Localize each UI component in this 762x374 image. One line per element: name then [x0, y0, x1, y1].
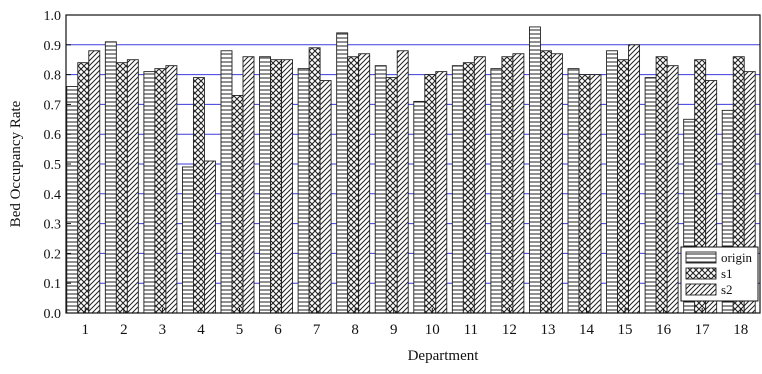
- x-tick-label: 12: [502, 322, 517, 338]
- bar-s1-14: [578, 74, 591, 314]
- bar-origin-1: [66, 86, 79, 314]
- bar-s2-6: [281, 59, 294, 314]
- x-tick-label: 2: [120, 322, 128, 338]
- bar-s2-16: [666, 65, 679, 314]
- x-tick-label: 13: [540, 322, 555, 338]
- bar-origin-6: [259, 56, 272, 314]
- bar-s1-5: [231, 95, 244, 314]
- x-tick-label: 5: [236, 322, 244, 338]
- bar-origin-7: [297, 68, 310, 314]
- bar-origin-8: [336, 32, 349, 314]
- bar-origin-3: [143, 71, 156, 314]
- legend-label-origin: origin: [721, 250, 753, 265]
- bar-origin-13: [528, 26, 541, 314]
- bar-origin-9: [374, 65, 387, 314]
- bar-s1-4: [192, 77, 205, 314]
- bar-s2-5: [242, 56, 255, 314]
- bar-s1-12: [501, 56, 514, 314]
- bar-s1-7: [308, 47, 321, 314]
- bar-s1-8: [347, 56, 360, 314]
- x-tick-label: 4: [197, 322, 205, 338]
- y-tick-label: 0.1: [44, 277, 62, 292]
- x-tick-label: 17: [695, 322, 711, 338]
- bar-s2-8: [358, 53, 371, 314]
- bar-s1-11: [462, 62, 475, 314]
- x-axis-label: Department: [408, 348, 480, 364]
- legend-label-s2: s2: [721, 282, 733, 297]
- bar-s1-10: [424, 74, 437, 314]
- bar-origin-12: [490, 68, 503, 314]
- bar-s1-6: [270, 59, 283, 314]
- bar-origin-2: [104, 41, 117, 314]
- bar-origin-5: [220, 50, 233, 314]
- x-tick-label: 10: [425, 322, 440, 338]
- bar-s2-10: [435, 71, 448, 314]
- bar-s1-13: [539, 50, 552, 314]
- x-tick-label: 8: [351, 322, 359, 338]
- bar-origin-4: [181, 166, 194, 314]
- y-tick-label: 0.9: [44, 39, 62, 54]
- y-tick-label: 0.5: [44, 158, 62, 173]
- x-tick-label: 6: [274, 322, 282, 338]
- legend-swatch-s2: [685, 283, 717, 296]
- bar-s1-16: [655, 56, 668, 314]
- bar-s2-11: [473, 56, 486, 314]
- legend-label-s1: s1: [721, 266, 733, 281]
- bar-s1-2: [115, 62, 128, 314]
- x-tick-label: 14: [579, 322, 595, 338]
- y-tick-label: 1.0: [44, 9, 62, 24]
- bar-s2-15: [628, 44, 641, 314]
- x-tick-label: 7: [313, 322, 321, 338]
- y-tick-label: 0.8: [44, 69, 62, 84]
- bar-s2-7: [319, 80, 332, 314]
- y-tick-label: 0.0: [44, 307, 62, 322]
- axis-ticks: 0.00.10.20.30.40.50.60.70.80.91.01 2 3 4 5 6 7…: [44, 9, 749, 338]
- y-tick-label: 0.2: [44, 247, 62, 262]
- x-tick-label: 16: [656, 322, 672, 338]
- x-tick-label: 15: [618, 322, 633, 338]
- y-tick-label: 0.4: [44, 188, 62, 203]
- x-tick-label: 18: [733, 322, 748, 338]
- bar-s2-14: [589, 74, 602, 314]
- gridlines: [66, 44, 760, 284]
- bar-origin-14: [567, 68, 580, 314]
- y-axis-label: Bed Occupancy Rate: [8, 100, 24, 227]
- bar-s2-3: [165, 65, 178, 314]
- bar-s2-9: [396, 50, 409, 314]
- y-tick-label: 0.6: [44, 128, 62, 143]
- x-tick-label: 1: [82, 322, 90, 338]
- legend-swatch-s1: [685, 267, 717, 280]
- bar-origin-15: [606, 50, 619, 314]
- bar-origin-10: [413, 100, 426, 314]
- bar-s1-15: [617, 59, 630, 314]
- x-tick-label: 9: [390, 322, 398, 338]
- bar-origin-16: [644, 77, 657, 314]
- bars: [66, 26, 756, 314]
- x-tick-label: 11: [464, 322, 478, 338]
- bar-s1-3: [154, 68, 167, 314]
- y-tick-label: 0.7: [44, 98, 62, 113]
- legend-swatch-origin: [685, 251, 717, 264]
- y-tick-label: 0.3: [44, 218, 62, 233]
- bar-s2-12: [512, 53, 525, 314]
- bar-s2-1: [88, 50, 101, 314]
- bar-s2-2: [126, 59, 139, 314]
- x-tick-label: 3: [159, 322, 167, 338]
- bar-s2-13: [550, 53, 563, 314]
- bar-s1-1: [77, 62, 90, 314]
- bar-s2-4: [203, 160, 216, 314]
- bar-origin-11: [451, 65, 464, 314]
- bar-s1-9: [385, 77, 398, 314]
